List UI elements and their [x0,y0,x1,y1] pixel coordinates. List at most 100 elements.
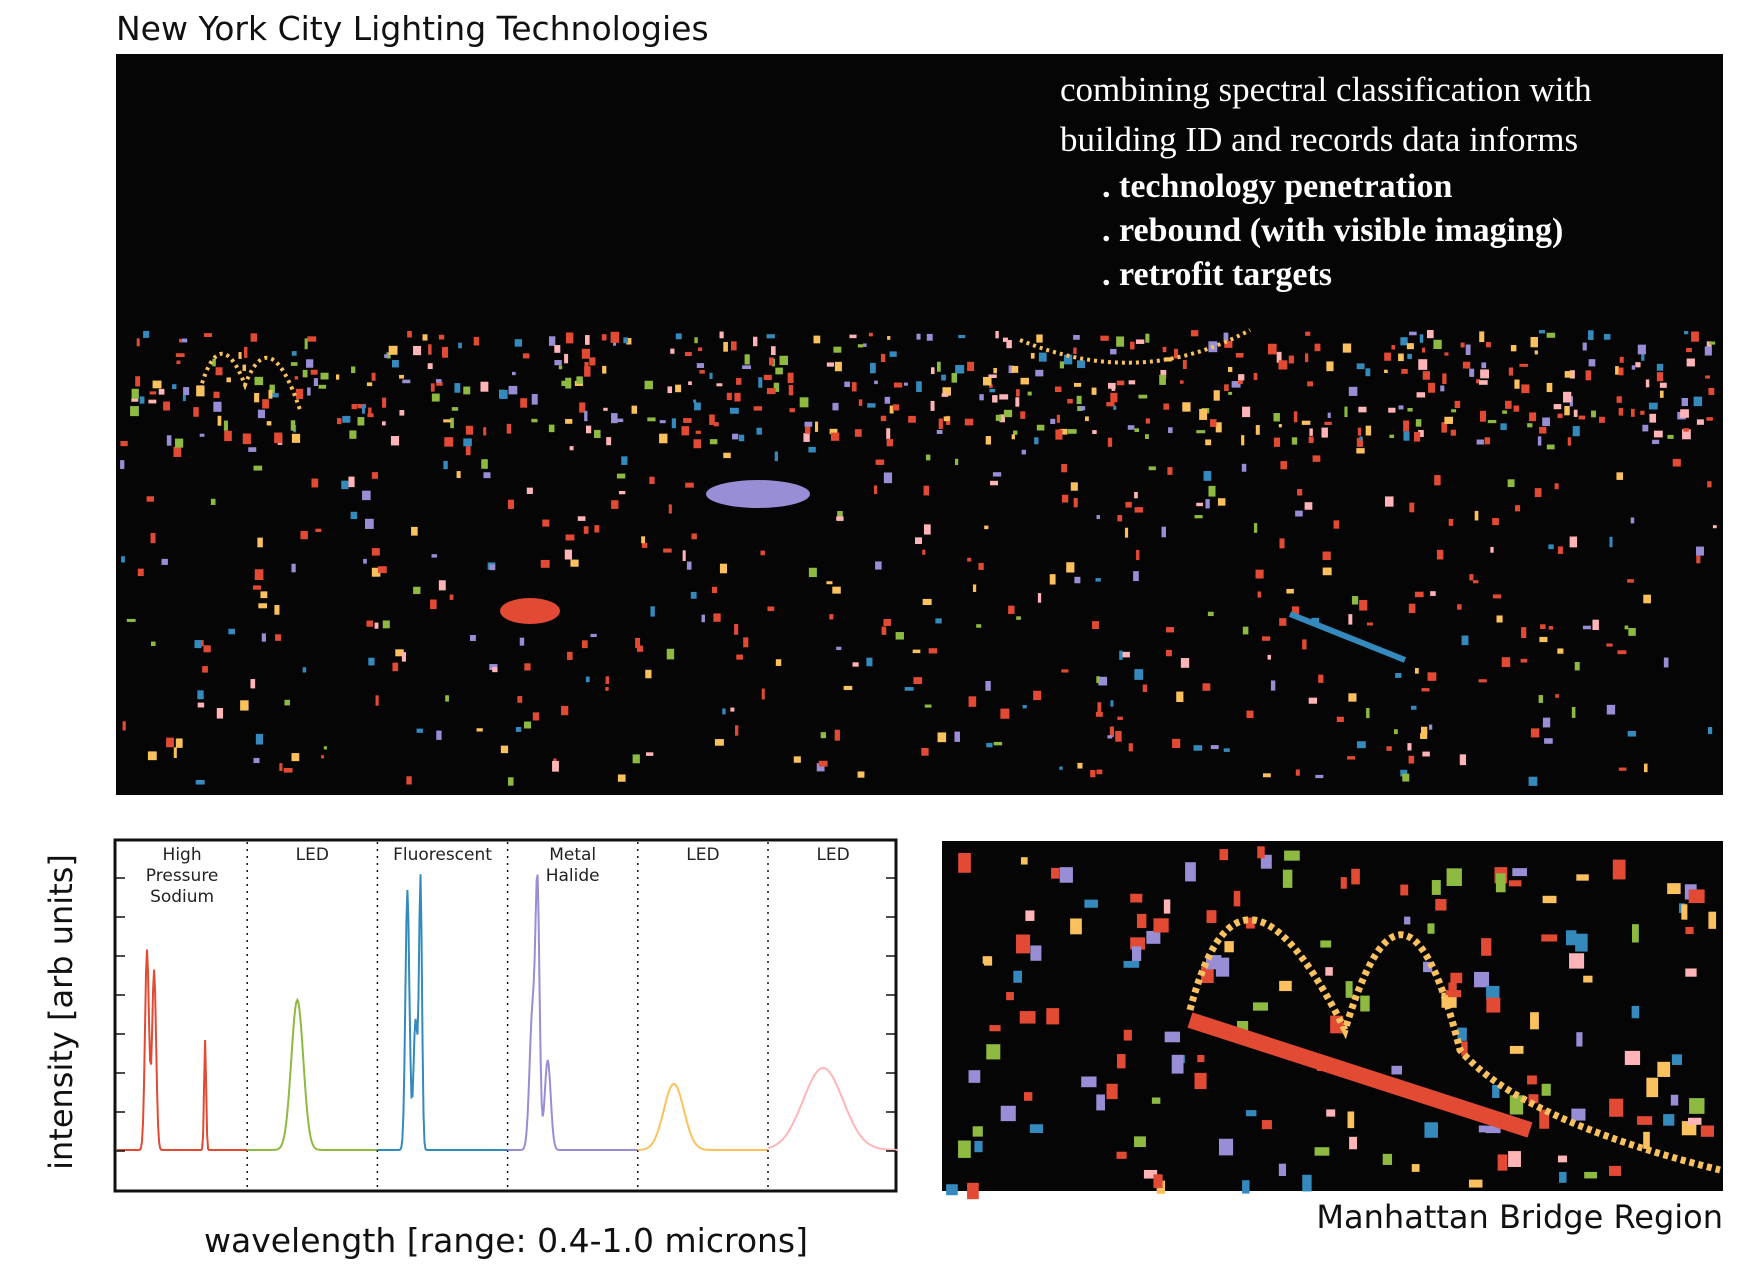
light [1142,684,1148,692]
light [204,333,213,338]
light [1618,767,1627,771]
light [978,562,984,570]
light [1128,743,1133,752]
light [1649,413,1657,423]
light [1348,386,1358,396]
light [1124,527,1129,538]
light [1238,374,1245,381]
light [258,603,268,609]
light [1242,1180,1250,1194]
light [1210,419,1217,427]
light [150,641,156,647]
light [431,554,438,558]
light [561,705,569,716]
light [1707,481,1712,488]
light [709,414,715,425]
light [362,490,371,501]
light [1508,1151,1521,1167]
light [430,599,437,610]
light [1241,463,1247,472]
light [1631,1005,1640,1019]
light [1637,344,1646,355]
light [552,760,559,772]
light [1182,402,1191,412]
light [1357,427,1362,436]
light [435,379,442,383]
light [1407,353,1412,360]
light [1618,407,1624,416]
light [1223,332,1229,342]
light [242,433,251,445]
light [1006,992,1014,1001]
light [1321,427,1328,438]
light [804,426,811,434]
light [663,548,672,553]
light [1295,510,1303,517]
light [1110,392,1118,403]
light [1308,697,1318,704]
light [428,344,432,355]
light [1663,657,1669,668]
light [1190,330,1199,337]
light [1507,479,1515,488]
light [1641,349,1645,361]
light [1108,382,1116,389]
light [1617,650,1627,655]
light [1013,430,1018,435]
light [1091,387,1097,395]
light [179,338,183,343]
light [1401,368,1408,374]
light [1016,616,1021,620]
light [954,458,959,466]
light [1519,363,1528,367]
light [766,388,776,395]
light [1203,471,1212,481]
light [255,733,264,745]
light [1148,466,1156,471]
light [1528,776,1538,786]
light [1708,387,1715,395]
light [1476,379,1481,384]
light [523,721,532,729]
light [1153,1174,1163,1188]
light [832,402,839,411]
light [990,480,998,486]
light [1486,985,1500,1000]
light [854,429,862,437]
light [357,403,365,408]
light [1460,342,1465,348]
light [1106,1083,1118,1100]
light [1708,911,1717,929]
light [988,374,997,379]
light [465,444,471,456]
light [886,439,893,447]
light [1135,339,1145,344]
section-label: LED [686,845,719,865]
light [1542,717,1551,728]
light [274,432,283,444]
light [1107,735,1113,739]
light [257,409,266,419]
light [1671,1054,1683,1065]
light [1557,1155,1568,1163]
light [681,426,690,436]
light [769,357,774,366]
light [217,415,222,426]
light [892,404,900,411]
light [569,446,574,451]
light [1426,330,1434,339]
light [1348,614,1353,625]
light [799,397,809,408]
light [602,365,607,374]
light [1162,346,1167,353]
light [1627,730,1637,737]
light [1415,419,1422,427]
light [1242,626,1249,635]
light [1070,482,1078,491]
light [641,536,646,544]
light [1450,429,1456,436]
light [1685,348,1692,353]
light [1408,755,1415,764]
light [1340,877,1347,889]
light [371,548,380,556]
